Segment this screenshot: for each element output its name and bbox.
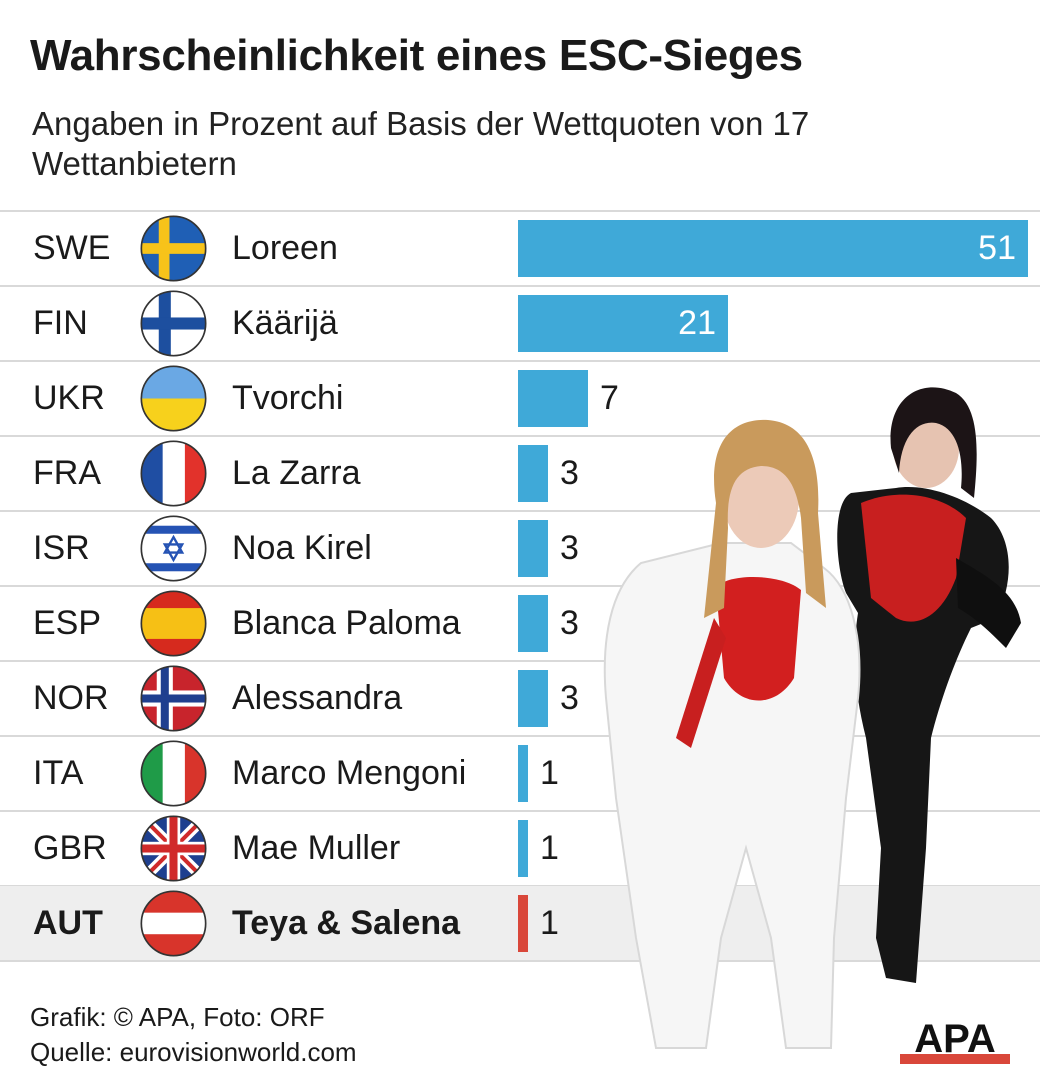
credits: Grafik: © APA, Foto: ORF Quelle: eurovis… [30, 1000, 357, 1070]
row-divider [0, 735, 1040, 737]
country-code: NOR [33, 679, 109, 717]
france-flag-icon [140, 440, 207, 507]
row-divider [0, 585, 1040, 587]
chart-title: Wahrscheinlichkeit eines ESC-Sieges [30, 31, 803, 80]
italy-flag-icon [140, 740, 207, 807]
bar-ita [518, 745, 528, 802]
country-code: ISR [33, 529, 90, 567]
spain-flag-icon [140, 590, 207, 657]
chart-row-nor: NOR Alessandra 3 [0, 661, 1040, 736]
chart-row-ukr: UKR Tvorchi 7 [0, 361, 1040, 436]
artist-name: Teya & Salena [232, 904, 461, 942]
value-label: 3 [560, 679, 579, 717]
row-divider [0, 210, 1040, 212]
bar-esp [518, 595, 548, 652]
artist-name: Marco Mengoni [232, 754, 467, 792]
chart-row-ita: ITA Marco Mengoni 1 [0, 736, 1040, 811]
chart-row-fra: FRA La Zarra 3 [0, 436, 1040, 511]
row-divider [0, 510, 1040, 512]
svg-text:APA: APA [914, 1018, 995, 1061]
artist-name: Loreen [232, 229, 338, 267]
chart-row-fin: FIN Käärijä 21 [0, 286, 1040, 361]
row-divider [0, 810, 1040, 812]
row-divider [0, 960, 1040, 962]
value-label: 1 [540, 829, 559, 867]
artist-name: Alessandra [232, 679, 403, 717]
chart-subtitle: Angaben in Prozent auf Basis der Wettquo… [32, 105, 810, 182]
artist-name: Blanca Paloma [232, 604, 461, 642]
country-code: ESP [33, 604, 102, 642]
country-code: SWE [33, 229, 111, 267]
artist-name: Mae Muller [232, 829, 401, 867]
finland-flag-icon [140, 290, 207, 357]
value-label: 1 [540, 904, 559, 942]
norway-flag-icon [140, 665, 207, 732]
value-label: 51 [978, 229, 1016, 267]
credit-source: Quelle: eurovisionworld.com [30, 1037, 357, 1067]
value-label: 3 [560, 604, 579, 642]
bar-aut [518, 895, 528, 952]
bar-chart: SWE Loreen 51 FIN Käärijä 21 UKR Tvorchi 7 FRA La … [0, 210, 1040, 966]
row-divider [0, 660, 1040, 662]
row-divider [0, 285, 1040, 287]
sweden-flag-icon [140, 215, 207, 282]
bar-ukr [518, 370, 588, 427]
country-code: ITA [33, 754, 84, 792]
chart-row-isr: ISR Noa Kirel 3 [0, 511, 1040, 586]
apa-logo: APA [900, 1018, 1010, 1064]
bar-swe [518, 220, 1028, 277]
artists-photo [603, 387, 1021, 1049]
credit-graphic: Grafik: © APA, Foto: ORF [30, 1002, 325, 1032]
chart-row-esp: ESP Blanca Paloma 3 [0, 586, 1040, 661]
bar-nor [518, 670, 548, 727]
value-label: 3 [560, 529, 579, 567]
country-code: AUT [33, 904, 103, 942]
country-code: UKR [33, 379, 105, 417]
bar-fin [518, 295, 728, 352]
value-label: 7 [600, 379, 619, 417]
bar-fra [518, 445, 548, 502]
value-label: 21 [678, 304, 716, 342]
row-divider [0, 435, 1040, 437]
chart-row-aut: AUT Teya & Salena 1 [0, 886, 1040, 961]
artist-name: La Zarra [232, 454, 361, 492]
artist-name: Noa Kirel [232, 529, 372, 567]
row-divider [0, 360, 1040, 362]
uk-flag-icon [140, 815, 207, 882]
country-code: FIN [33, 304, 88, 342]
chart-row-swe: SWE Loreen 51 [0, 211, 1040, 286]
austria-flag-icon [140, 890, 207, 957]
value-label: 3 [560, 454, 579, 492]
country-code: FRA [33, 454, 101, 492]
israel-flag-icon [140, 515, 207, 582]
artist-name: Tvorchi [232, 379, 344, 417]
country-code: GBR [33, 829, 107, 867]
bar-isr [518, 520, 548, 577]
ukraine-flag-icon [140, 365, 207, 432]
chart-row-gbr: GBR Mae Muller 1 [0, 811, 1040, 886]
bar-gbr [518, 820, 528, 877]
artist-name: Käärijä [232, 304, 338, 342]
value-label: 1 [540, 754, 559, 792]
